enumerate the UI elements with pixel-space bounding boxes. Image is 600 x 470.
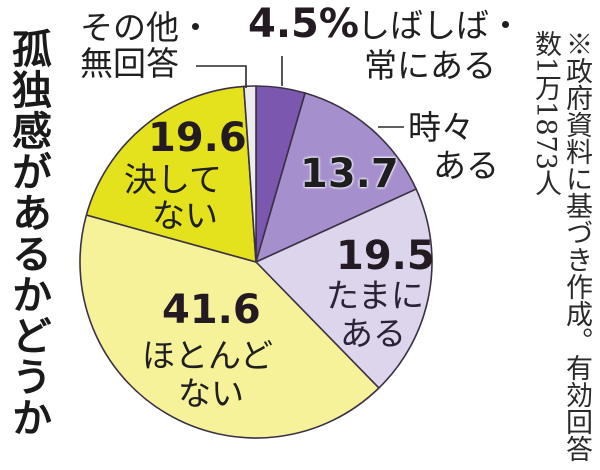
label-often-line1: しばしば・ [357,6,522,45]
source-note: ※政府資料に基づき作成。有効回答数1万1873人 [530,30,592,462]
slice-never [85,85,257,263]
slice-occasionally [255,188,433,389]
label-other-line1: その他・ [80,8,212,47]
label-never-line2: ない [152,196,218,235]
label-occasionally-line2: ある [340,314,406,353]
label-sometimes-line2: ある [433,146,499,185]
label-often-line2: 常にある [364,46,496,85]
label-occasionally-value: 19.5 [336,233,435,279]
chart-title: 孤独感があるかどうか [5,28,51,438]
slice-sometimes [255,92,417,263]
leader-line-other [196,65,247,88]
label-hardly-line2: ない [178,374,244,413]
label-hardly-value: 41.6 [162,287,261,333]
label-other-line2: 無回答 [80,44,179,83]
label-never-line1: 決して [124,160,223,199]
label-never-value: 19.6 [148,115,247,161]
slice-hardly [79,214,380,439]
label-hardly-line1: ほとんど [142,336,274,375]
slice-other [243,85,257,263]
label-sometimes-line1: 時々 [408,108,474,147]
label-occasionally-line1: たまに [326,276,425,315]
label-sometimes-value: 13.7 [300,151,399,197]
pie-slices [79,85,433,439]
label-often-value: 4.5% [248,1,359,47]
